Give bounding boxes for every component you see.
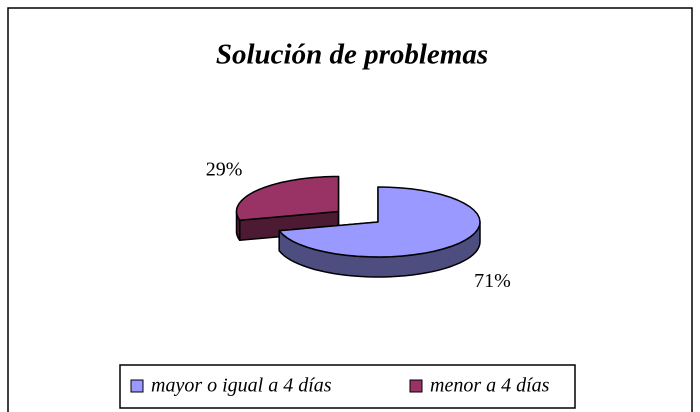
legend-swatch bbox=[409, 379, 423, 393]
slice bbox=[278, 186, 481, 258]
legend-box bbox=[119, 364, 576, 409]
legend-label: mayor o igual a 4 días bbox=[151, 375, 332, 397]
slice bbox=[235, 175, 340, 221]
chart-title: Solución de problemas bbox=[216, 39, 488, 71]
legend-label: menor a 4 días bbox=[430, 375, 550, 397]
data-label: 71% bbox=[474, 270, 511, 292]
data-label: 29% bbox=[206, 159, 243, 181]
chart-frame bbox=[7, 7, 693, 412]
legend-swatch bbox=[130, 379, 144, 393]
